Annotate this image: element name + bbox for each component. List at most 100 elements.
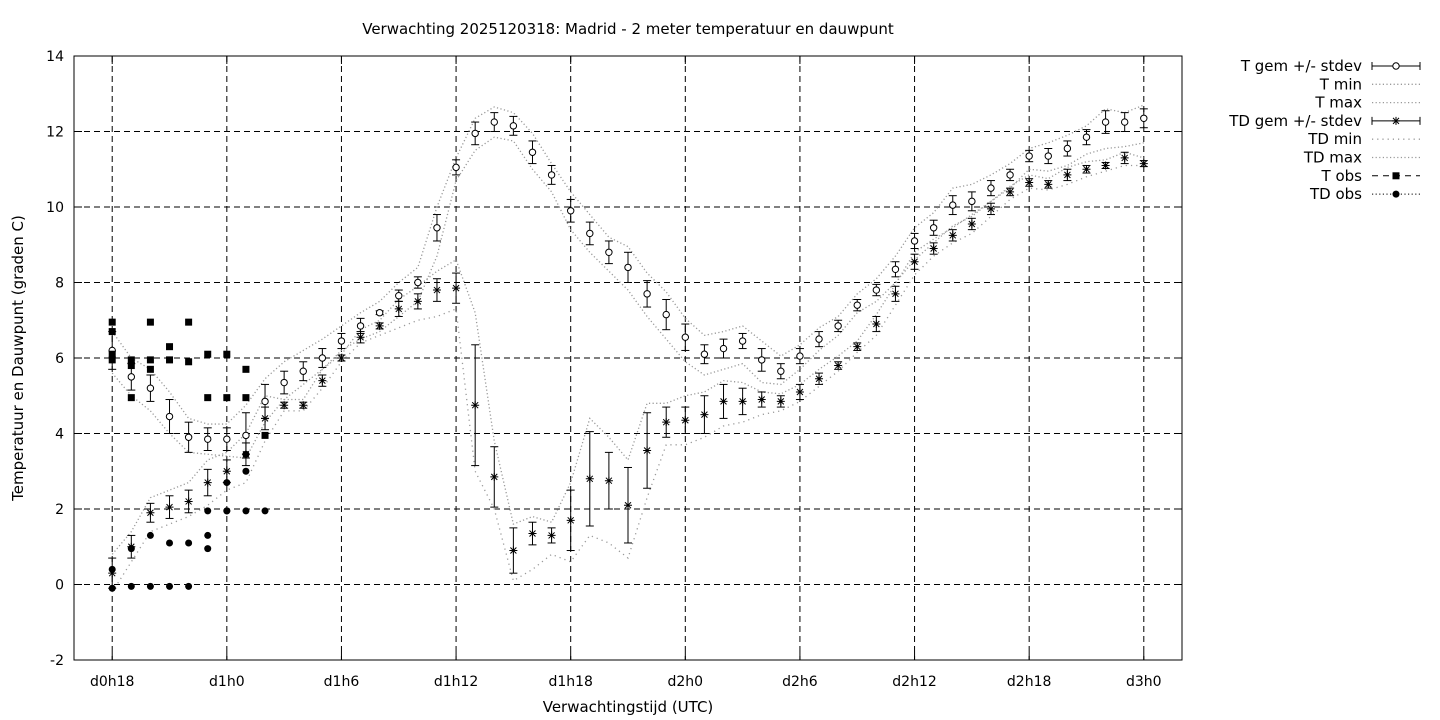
td-obs-point: [261, 507, 269, 515]
t-mean-point: [280, 378, 288, 387]
t-obs-point: [127, 356, 135, 364]
t-mean-point: [452, 163, 460, 172]
t-obs-point: [185, 318, 193, 326]
t-mean-point: [490, 118, 498, 126]
td-mean-point: [337, 354, 346, 362]
td-mean-point: [509, 546, 518, 555]
t-obs-point: [146, 318, 154, 326]
t-mean-point: [223, 435, 231, 443]
t-obs-point: [146, 365, 154, 373]
t-obs-point: [166, 343, 174, 351]
td-obs-point: [223, 507, 231, 515]
td-mean-point: [681, 416, 690, 425]
td-mean-point: [1120, 153, 1129, 162]
legend-label: TD obs: [1309, 185, 1362, 203]
td-obs-point: [204, 545, 212, 553]
td-mean-point: [891, 289, 900, 298]
legend-sample-dot: [1392, 190, 1400, 198]
td-mean-point: [394, 304, 403, 313]
td-mean-point: [853, 342, 862, 351]
t-mean-point: [165, 412, 174, 421]
chart-title: Verwachting 2025120318: Madrid - 2 meter…: [362, 20, 894, 38]
td-obs-point: [242, 450, 250, 458]
t-mean-point: [184, 433, 193, 441]
t-obs-point: [242, 394, 250, 402]
grid-lines: [74, 56, 1182, 660]
td-mean-point: [1101, 161, 1110, 170]
x-tick-label: d3h0: [1126, 674, 1162, 690]
x-tick-label: d1h12: [434, 674, 478, 690]
t-mean-point: [815, 335, 823, 343]
t-mean-point: [471, 129, 479, 138]
td-obs-point: [185, 582, 193, 590]
t-mean-point: [146, 384, 155, 392]
td-obs-point: [242, 467, 250, 475]
legend-label: T max: [1314, 94, 1362, 112]
t-mean-point: [719, 344, 728, 353]
td-mean-point: [948, 231, 957, 240]
t-mean-point: [1044, 152, 1052, 160]
td-obs-point: [108, 584, 116, 592]
td-mean-point: [547, 531, 556, 540]
t-mean-point: [261, 397, 269, 406]
t-mean-point: [1082, 133, 1091, 141]
t-mean-point: [968, 197, 976, 206]
td-mean-point: [738, 397, 747, 406]
td-mean-point: [910, 257, 919, 266]
t-mean-point: [929, 224, 938, 232]
td-mean-point: [471, 401, 480, 410]
td-obs-point: [127, 582, 135, 590]
td-obs-point: [204, 531, 212, 539]
legend-sample-star: [1392, 116, 1400, 125]
td-mean-point: [490, 472, 499, 481]
y-axis-label: Temperatuur en Dauwpunt (graden C): [9, 215, 27, 502]
legend-label: T min: [1319, 75, 1362, 93]
y-tick-label: 6: [55, 351, 64, 367]
td-mean-point: [815, 374, 824, 383]
td-mean-point: [261, 414, 270, 423]
td-mean-point: [413, 297, 422, 306]
t-obs-point: [185, 358, 193, 366]
legend-label: T obs: [1321, 167, 1363, 185]
t-mean-point: [643, 290, 651, 298]
x-axis-label: Verwachtingstijd (UTC): [543, 698, 714, 716]
td-obs-point: [242, 507, 250, 515]
t-mean-point: [758, 356, 766, 364]
td-obs-point: [204, 507, 212, 515]
t-mean-point: [987, 184, 995, 192]
td-obs-point: [108, 565, 116, 573]
t-obs-point: [242, 365, 250, 373]
td-mean-point: [700, 410, 709, 419]
td-mean-point: [203, 478, 212, 487]
t-mean-point: [872, 286, 881, 294]
x-tick-label: d2h18: [1007, 674, 1051, 690]
t-mean-point: [949, 201, 957, 209]
t-mean-point: [509, 122, 518, 130]
td-min-line: [111, 164, 1144, 593]
legend-sample-circle: [1392, 62, 1400, 70]
t-obs-point: [204, 394, 212, 402]
t-mean-point: [1140, 114, 1148, 122]
t-obs-point: [108, 356, 116, 364]
x-tick-label: d2h6: [782, 674, 818, 690]
t-mean-point: [1025, 152, 1033, 160]
y-tick-label: 10: [46, 200, 64, 216]
td-mean-point: [967, 219, 976, 228]
legend-sample-square: [1392, 172, 1400, 180]
t-mean-point: [242, 431, 250, 440]
y-tick-label: 12: [46, 125, 64, 141]
x-tick-label: d1h0: [209, 674, 245, 690]
t-obs-point: [261, 431, 269, 439]
t-mean-point: [700, 350, 709, 358]
td-obs-point: [185, 539, 193, 547]
td-mean-point: [986, 204, 995, 213]
t-mean-point: [414, 278, 422, 287]
x-tick-label: d1h6: [324, 674, 360, 690]
y-tick-label: 8: [55, 276, 64, 292]
legend-label: TD min: [1307, 130, 1362, 148]
td-mean-point: [108, 569, 117, 578]
td-mean-point: [452, 284, 461, 293]
td-mean-point: [719, 397, 728, 406]
td-mean-point: [432, 286, 441, 295]
